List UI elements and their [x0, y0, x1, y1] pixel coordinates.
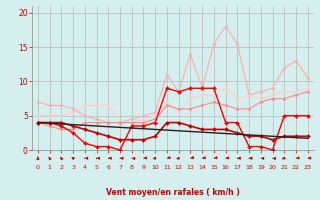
X-axis label: Vent moyen/en rafales ( km/h ): Vent moyen/en rafales ( km/h )	[106, 188, 240, 197]
